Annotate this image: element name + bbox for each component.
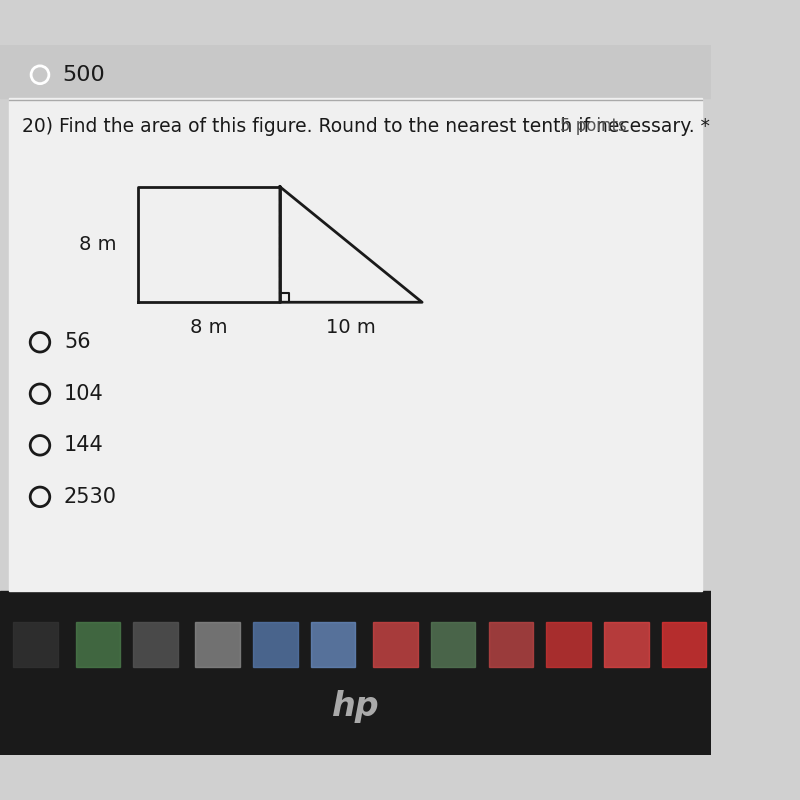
Bar	[431, 622, 475, 666]
Text: 2530: 2530	[64, 487, 117, 507]
Bar	[0, 591, 711, 755]
Bar	[195, 622, 240, 666]
Bar	[9, 98, 702, 591]
Bar	[662, 622, 706, 666]
Text: 8 m: 8 m	[79, 235, 117, 254]
Text: 5 points: 5 points	[560, 118, 626, 135]
Text: hp: hp	[332, 690, 379, 723]
Text: 8 m: 8 m	[190, 318, 227, 337]
Text: 56: 56	[64, 332, 90, 352]
Bar	[75, 622, 120, 666]
Bar	[134, 622, 178, 666]
Bar	[254, 622, 298, 666]
Bar	[374, 622, 418, 666]
Bar	[0, 45, 711, 98]
Bar	[546, 622, 591, 666]
Bar	[311, 622, 355, 666]
Text: 10 m: 10 m	[326, 318, 376, 337]
Bar	[489, 622, 533, 666]
Text: 104: 104	[64, 384, 104, 404]
Text: 144: 144	[64, 435, 104, 455]
Bar	[604, 622, 649, 666]
Bar	[14, 622, 58, 666]
Text: 500: 500	[62, 65, 105, 85]
Text: 20) Find the area of this figure. Round to the nearest tenth if necessary. *: 20) Find the area of this figure. Round …	[22, 118, 710, 137]
